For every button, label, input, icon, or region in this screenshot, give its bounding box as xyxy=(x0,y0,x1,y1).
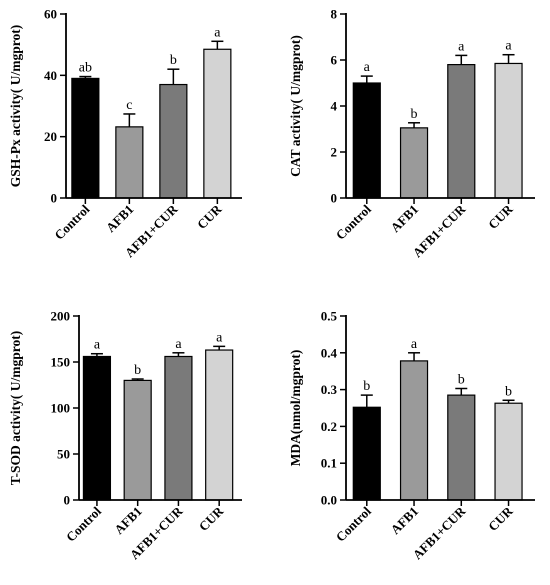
category-label: Control xyxy=(51,201,92,242)
significance-label: a xyxy=(214,25,221,40)
error-bar xyxy=(502,53,515,64)
bar-cur xyxy=(494,402,523,501)
y-tick-label: 8 xyxy=(331,7,338,22)
error-bar xyxy=(211,40,224,50)
category-label: AFB1 xyxy=(388,202,422,236)
category-label: Control xyxy=(333,503,374,544)
bar-cur xyxy=(205,349,234,501)
y-tick-label: 20 xyxy=(44,129,57,144)
bar-cur xyxy=(203,48,232,199)
y-tick-label: 0 xyxy=(64,493,71,508)
error-bar xyxy=(123,113,136,127)
significance-label: a xyxy=(411,337,418,352)
error-bar xyxy=(360,75,373,83)
error-bar xyxy=(131,378,144,381)
y-tick-label: 200 xyxy=(51,309,71,324)
bar-afb1-cur xyxy=(159,83,188,199)
error-bar xyxy=(455,54,468,65)
y-tick-label: 150 xyxy=(51,355,71,370)
error-bar xyxy=(502,399,515,404)
significance-label: a xyxy=(505,39,512,54)
significance-label: a xyxy=(94,338,101,353)
significance-label: a xyxy=(216,330,223,345)
error-bar xyxy=(90,352,103,357)
bar-afb1 xyxy=(399,127,429,199)
y-tick-label: 0.0 xyxy=(321,493,337,508)
bar-control xyxy=(71,77,100,199)
y-tick-label: 0.5 xyxy=(321,309,338,324)
bar-afb1 xyxy=(399,360,429,501)
error-bar xyxy=(455,387,468,396)
y-tick-label: 0.4 xyxy=(321,345,338,360)
y-tick-label: 40 xyxy=(44,68,57,83)
y-tick-label: 0.2 xyxy=(321,419,337,434)
bar-afb1-cur xyxy=(447,63,476,199)
y-axis-label: GSH-Px activity( U/mgprot) xyxy=(8,25,23,187)
y-tick-label: 0.3 xyxy=(321,382,338,397)
significance-label: a xyxy=(458,39,465,54)
error-bar xyxy=(360,394,373,408)
significance-label: b xyxy=(411,107,418,122)
error-bar xyxy=(408,122,421,128)
y-tick-label: 4 xyxy=(331,99,338,114)
category-label: CUR xyxy=(485,201,516,232)
category-label: AFB1 xyxy=(103,202,137,236)
significance-label: b xyxy=(458,372,465,387)
y-tick-label: 6 xyxy=(331,53,338,68)
significance-label: b xyxy=(134,363,141,378)
category-label: AFB1 xyxy=(111,504,145,538)
bar-afb1 xyxy=(115,126,144,199)
category-label: AFB1 xyxy=(388,504,422,538)
y-tick-label: 0 xyxy=(51,191,58,206)
category-label: CUR xyxy=(196,503,227,534)
y-axis-label: CAT activity( U/mgprot) xyxy=(288,35,303,177)
error-bar xyxy=(79,75,92,79)
significance-label: ab xyxy=(79,61,92,76)
category-label: CUR xyxy=(194,201,225,232)
significance-label: a xyxy=(175,337,182,352)
significance-label: c xyxy=(126,98,132,113)
error-bar xyxy=(172,352,185,357)
y-tick-label: 50 xyxy=(57,447,70,462)
y-tick-label: 2 xyxy=(331,145,338,160)
bar-afb1 xyxy=(123,379,152,501)
significance-label: b xyxy=(363,379,370,394)
significance-label: b xyxy=(505,384,512,399)
category-label: CUR xyxy=(485,503,516,534)
error-bar xyxy=(213,345,226,351)
y-tick-label: 60 xyxy=(44,7,57,22)
y-tick-label: 0.1 xyxy=(321,456,337,471)
bar-control xyxy=(82,355,112,501)
error-bar xyxy=(167,68,180,85)
bar-afb1-cur xyxy=(164,355,193,501)
bar-afb1-cur xyxy=(447,394,476,501)
bar-control xyxy=(352,406,381,501)
significance-label: a xyxy=(364,60,371,75)
bar-cur xyxy=(494,62,523,199)
category-label: Control xyxy=(63,503,104,544)
y-axis-label: T-SOD activity( U/mgprot) xyxy=(8,331,23,486)
error-bar xyxy=(408,352,421,361)
category-label: Control xyxy=(333,201,374,242)
y-axis-label: MDA(nmol/mgprot) xyxy=(288,350,303,467)
y-tick-label: 100 xyxy=(51,401,71,416)
bar-control xyxy=(352,82,381,199)
y-tick-label: 0 xyxy=(331,191,338,206)
significance-label: b xyxy=(170,53,177,68)
